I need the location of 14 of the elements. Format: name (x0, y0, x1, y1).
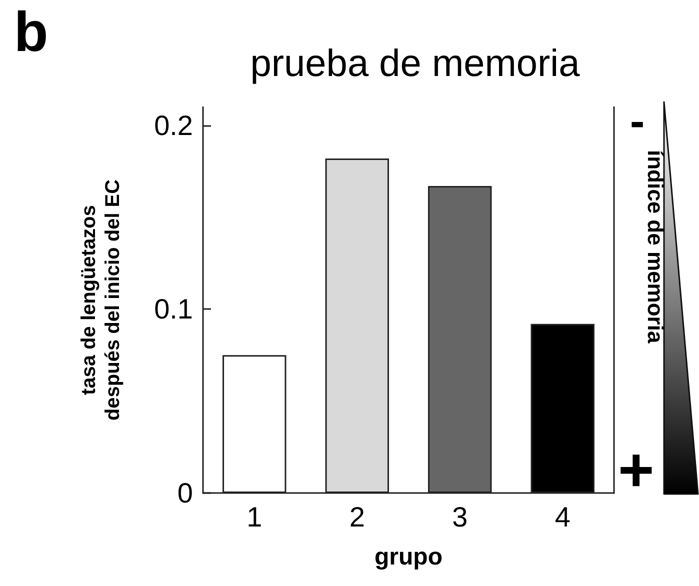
x-axis-title: grupo (374, 544, 442, 570)
y-axis-title: tasa de lengüetazos después del inicio del EC (78, 179, 124, 421)
chart-title: prueba de memoria (250, 43, 581, 85)
text: - (630, 97, 645, 146)
x-tick-label: 1 (246, 502, 262, 532)
x-tick-label: 3 (452, 502, 468, 532)
text: b (14, 0, 48, 63)
text: índice de memoria (643, 150, 668, 344)
y-tick-label: 0.2 (154, 110, 193, 141)
y-tick-label: 0.1 (154, 294, 193, 325)
y-tick-label: 0 (177, 478, 193, 508)
x-tick-label: 4 (554, 502, 570, 532)
text: + (618, 436, 654, 505)
x-tick-label: 2 (349, 502, 365, 532)
